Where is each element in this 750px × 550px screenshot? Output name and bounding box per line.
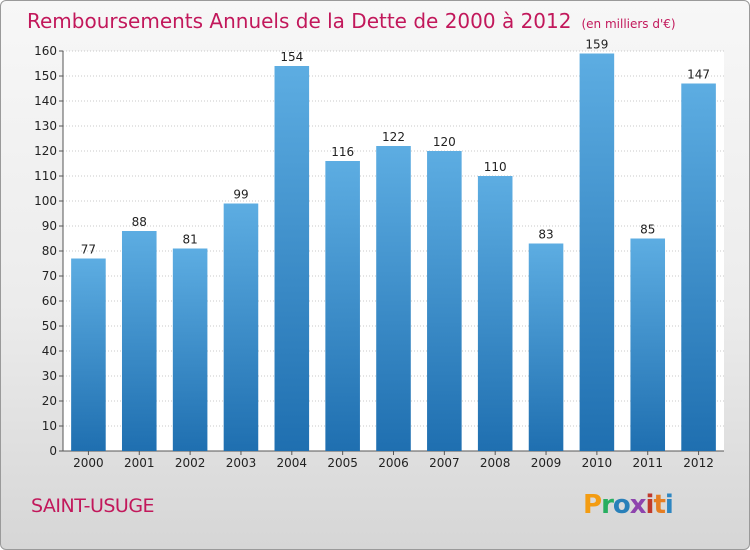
- bar-2001: [121, 231, 157, 451]
- x-tick-label: 2003: [226, 456, 257, 470]
- y-tick-label: 0: [49, 444, 57, 458]
- bar-2009: [528, 243, 564, 451]
- bar-2012: [681, 83, 716, 451]
- y-tick-label: 90: [42, 219, 57, 233]
- bar-2000: [71, 258, 106, 451]
- brand-letter: o: [612, 490, 631, 520]
- data-label: 77: [81, 243, 96, 257]
- x-tick-label: 2011: [632, 456, 663, 470]
- x-tick-label: 2005: [327, 456, 358, 470]
- data-label: 116: [331, 145, 354, 159]
- data-label: 83: [538, 228, 553, 242]
- y-tick-label: 150: [34, 69, 57, 83]
- bar-2005: [325, 161, 360, 451]
- x-tick-label: 2002: [175, 456, 206, 470]
- bar-2010: [579, 53, 615, 451]
- brand-letter: x: [629, 490, 647, 520]
- commune-name: SAINT-USUGE: [31, 495, 155, 517]
- brand-letter: t: [653, 490, 665, 520]
- data-label: 147: [687, 68, 710, 82]
- y-tick-label: 120: [34, 144, 57, 158]
- brand-letter: P: [583, 490, 602, 520]
- data-label: 88: [132, 215, 147, 229]
- bar-2002: [172, 248, 208, 451]
- x-tick-label: 2010: [582, 456, 613, 470]
- y-tick-label: 70: [42, 269, 57, 283]
- x-tick-label: 2007: [429, 456, 460, 470]
- brand-letter: i: [645, 490, 655, 520]
- y-tick-label: 30: [42, 369, 57, 383]
- y-tick-label: 110: [34, 169, 57, 183]
- data-label: 99: [233, 188, 248, 202]
- y-tick-label: 40: [42, 344, 57, 358]
- bar-2008: [477, 176, 513, 451]
- data-label: 120: [433, 135, 456, 149]
- brand-letter: r: [601, 490, 614, 520]
- bar-2003: [223, 203, 259, 451]
- bar-2007: [427, 151, 462, 451]
- y-tick-label: 20: [42, 394, 57, 408]
- chart-subtitle: (en milliers d'€): [581, 17, 676, 31]
- y-tick-label: 80: [42, 244, 57, 258]
- bar-2004: [274, 66, 310, 451]
- brand-letter: i: [664, 490, 674, 520]
- x-tick-label: 2000: [73, 456, 104, 470]
- data-label: 85: [640, 223, 655, 237]
- data-label: 81: [182, 233, 197, 247]
- x-tick-label: 2008: [480, 456, 511, 470]
- bar-2011: [630, 238, 666, 451]
- x-tick-label: 2006: [378, 456, 409, 470]
- y-tick-label: 50: [42, 319, 57, 333]
- data-label: 154: [280, 50, 303, 64]
- chart-title: Remboursements Annuels de la Dette de 20…: [27, 9, 676, 33]
- y-tick-label: 130: [34, 119, 57, 133]
- chart-title-text: Remboursements Annuels de la Dette de 20…: [27, 9, 572, 33]
- y-tick-label: 10: [42, 419, 57, 433]
- x-tick-label: 2012: [683, 456, 714, 470]
- y-tick-label: 160: [34, 44, 57, 58]
- y-tick-label: 100: [34, 194, 57, 208]
- x-tick-label: 2001: [124, 456, 155, 470]
- x-tick-label: 2009: [531, 456, 562, 470]
- data-label: 159: [585, 38, 608, 52]
- brand-logo: Proxiti: [583, 490, 674, 520]
- y-tick-label: 60: [42, 294, 57, 308]
- x-tick-label: 2004: [277, 456, 308, 470]
- data-label: 122: [382, 130, 405, 144]
- data-label: 110: [484, 160, 507, 174]
- y-tick-label: 140: [34, 94, 57, 108]
- bar-2006: [376, 146, 411, 451]
